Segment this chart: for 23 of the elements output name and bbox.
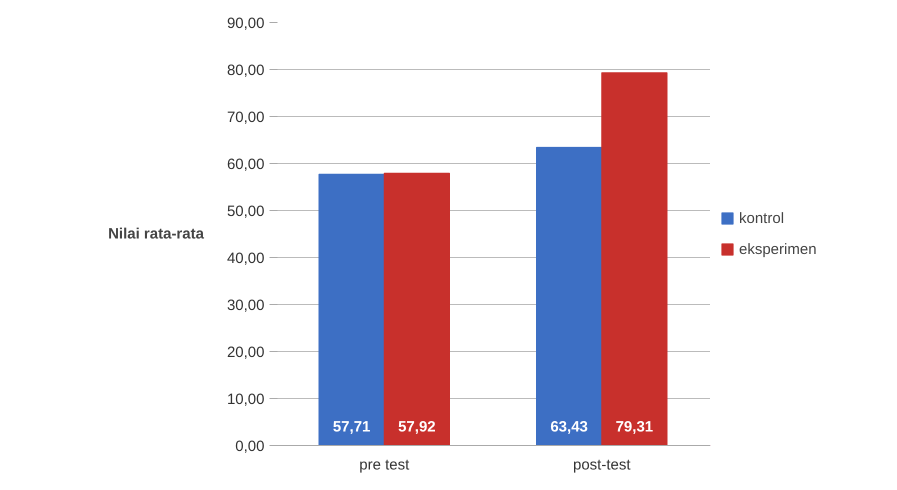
y-tick-label: 10,00 <box>226 391 265 408</box>
data-label: 57,71 <box>332 418 370 436</box>
bar <box>601 72 668 446</box>
y-tick-label: 70,00 <box>226 109 265 126</box>
bar <box>318 174 385 446</box>
y-tick-label: 30,00 <box>226 297 265 314</box>
bar <box>384 172 450 446</box>
y-tick-label: 0,00 <box>235 438 265 455</box>
data-label: 57,92 <box>398 418 436 436</box>
legend-label: eksperimen <box>739 240 817 258</box>
y-tick-label: 60,00 <box>226 156 265 173</box>
bar <box>536 146 602 446</box>
y-tick-label: 80,00 <box>226 62 265 79</box>
y-tick-label: 50,00 <box>226 203 265 220</box>
y-tick-label: 40,00 <box>226 250 265 267</box>
y-tick-label: 20,00 <box>226 344 265 361</box>
legend-label: kontrol <box>739 210 784 226</box>
y-axis-title: Nilai rata-rata <box>108 226 205 242</box>
data-label: 79,31 <box>616 418 654 436</box>
data-label: 63,43 <box>550 418 588 436</box>
x-tick-label: post-test <box>572 456 632 474</box>
y-tick-label: 90,00 <box>226 15 265 32</box>
x-tick-label: pre test <box>359 456 410 474</box>
